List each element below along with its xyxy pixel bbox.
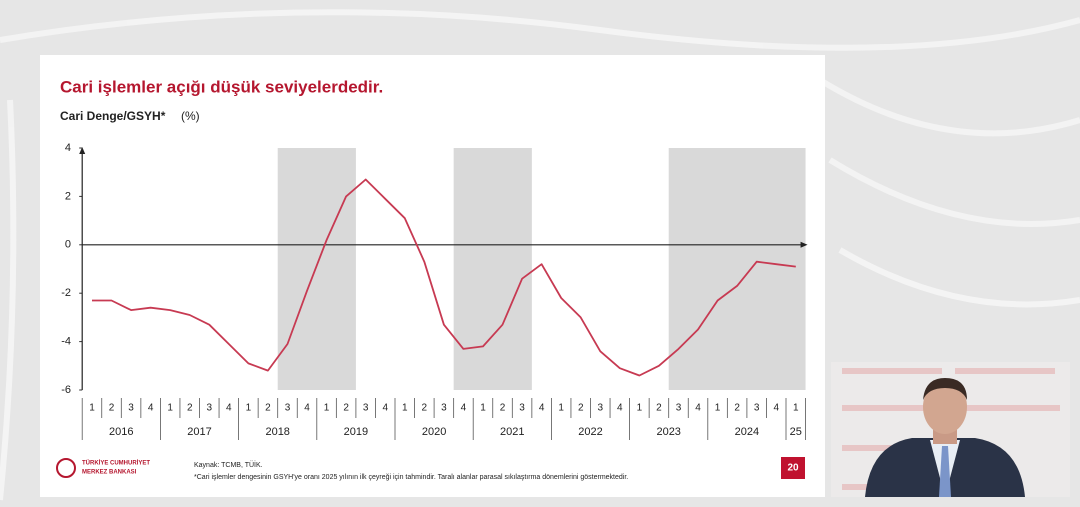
year-label: 2024 [735,426,759,438]
x-tick-label: 2 [265,403,271,414]
background-waves [0,9,1080,501]
x-tick-label: 2 [187,403,193,414]
shaded-period [668,148,806,390]
x-tick-label: 1 [793,403,799,414]
shaded-period [277,148,356,390]
year-label: 2017 [187,426,211,438]
x-tick-label: 3 [128,403,134,414]
logo-mark [56,458,76,478]
year-label: 2022 [578,426,602,438]
y-tick-label: 4 [65,142,71,154]
y-tick-label: 0 [65,239,71,251]
unit: (%) [181,109,200,123]
video-inset [831,362,1070,497]
x-tick-label: 3 [676,403,682,414]
x-tick-label: 3 [441,403,447,414]
logo-text: MERKEZ BANKASI [82,470,137,476]
x-tick-label: 3 [754,403,760,414]
x-tick-label: 3 [519,403,525,414]
x-tick-label: 4 [461,403,467,414]
source: Kaynak: TCMB, TÜİK. [194,460,263,469]
x-tick-label: 4 [695,403,701,414]
year-label: 2021 [500,426,524,438]
x-tick-label: 1 [402,403,408,414]
logo-text: TÜRKİYE CUMHURİYET [82,460,150,467]
x-tick-label: 4 [539,403,545,414]
x-tick-label: 2 [578,403,584,414]
x-tick-label: 1 [89,403,95,414]
x-tick-label: 2 [343,403,349,414]
x-tick-label: 1 [480,403,486,414]
x-tick-label: 1 [324,403,330,414]
plot: 4 2 0 -2 -4 -6 1 2 3 4 1 2 3 4 1 2 3 4 1 2 3 4 1 2 3 4 1 2 3 4 1 2 3 4 1 2 3… [61,142,808,440]
x-tick-label: 4 [617,403,623,414]
year-label: 25 [790,426,802,438]
shaded-period [453,148,532,390]
x-tick-label: 1 [246,403,252,414]
x-tick-label: 2 [500,403,506,414]
year-label: 2023 [656,426,680,438]
x-tick-label: 1 [167,403,173,414]
x-tick-label: 4 [148,403,154,414]
x-tick-label: 4 [382,403,388,414]
year-label: 2020 [422,426,446,438]
x-tick-label: 1 [637,403,643,414]
x-tick-label: 3 [206,403,212,414]
x-tick-label: 3 [363,403,369,414]
data-line [92,178,796,377]
y-tick-label: -6 [61,384,71,396]
x-tick-label: 1 [715,403,721,414]
x-axis-arrow [800,241,808,248]
y-axis-arrow [79,147,86,154]
year-label: 2018 [265,426,289,438]
x-tick-label: 3 [597,403,603,414]
subtitle: Cari Denge/GSYH* [60,109,166,123]
x-tick-label: 2 [734,403,740,414]
x-tick-label: 4 [773,403,779,414]
page-number: 20 [787,463,799,474]
page-badge [781,457,805,479]
x-tick-label: 2 [422,403,428,414]
year-label: 2016 [109,426,133,438]
footnote: *Cari işlemler dengesinin GSYH'ye oranı … [194,474,628,481]
x-tick-label: 3 [285,403,291,414]
y-tick-label: 2 [65,190,71,202]
y-tick-label: -2 [61,287,71,299]
year-label: 2019 [344,426,368,438]
x-tick-label: 4 [304,403,310,414]
x-tick-label: 2 [109,403,115,414]
y-tick-label: -4 [61,336,71,348]
x-tick-label: 4 [226,403,232,414]
chart-title: Cari işlemler açığı düşük seviyelerdedir… [60,77,383,96]
x-tick-label: 1 [558,403,564,414]
x-tick-label: 2 [656,403,662,414]
